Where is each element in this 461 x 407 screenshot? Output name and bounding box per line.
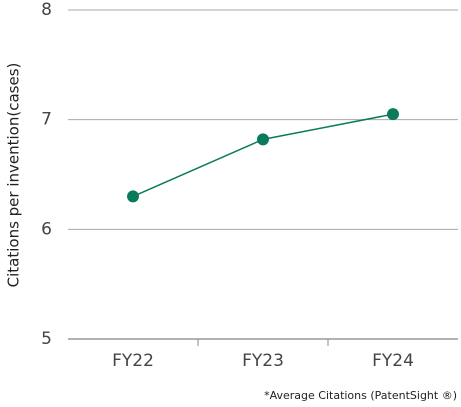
x-tick-label: FY24 bbox=[372, 351, 414, 371]
footnote: *Average Citations (PatentSight ®) bbox=[264, 389, 457, 402]
x-tick-label: FY23 bbox=[242, 351, 284, 371]
y-tick-label: 6 bbox=[41, 219, 52, 239]
x-tick-label: FY22 bbox=[112, 351, 154, 371]
y-axis-title: Citations per invention(cases) bbox=[5, 63, 23, 288]
y-tick-label: 8 bbox=[41, 0, 52, 20]
data-line bbox=[132, 113, 394, 198]
data-point bbox=[387, 108, 399, 121]
y-tick-label: 7 bbox=[41, 110, 52, 130]
data-point bbox=[127, 190, 139, 203]
y-tick-label: 5 bbox=[41, 329, 52, 349]
data-point bbox=[257, 133, 269, 146]
